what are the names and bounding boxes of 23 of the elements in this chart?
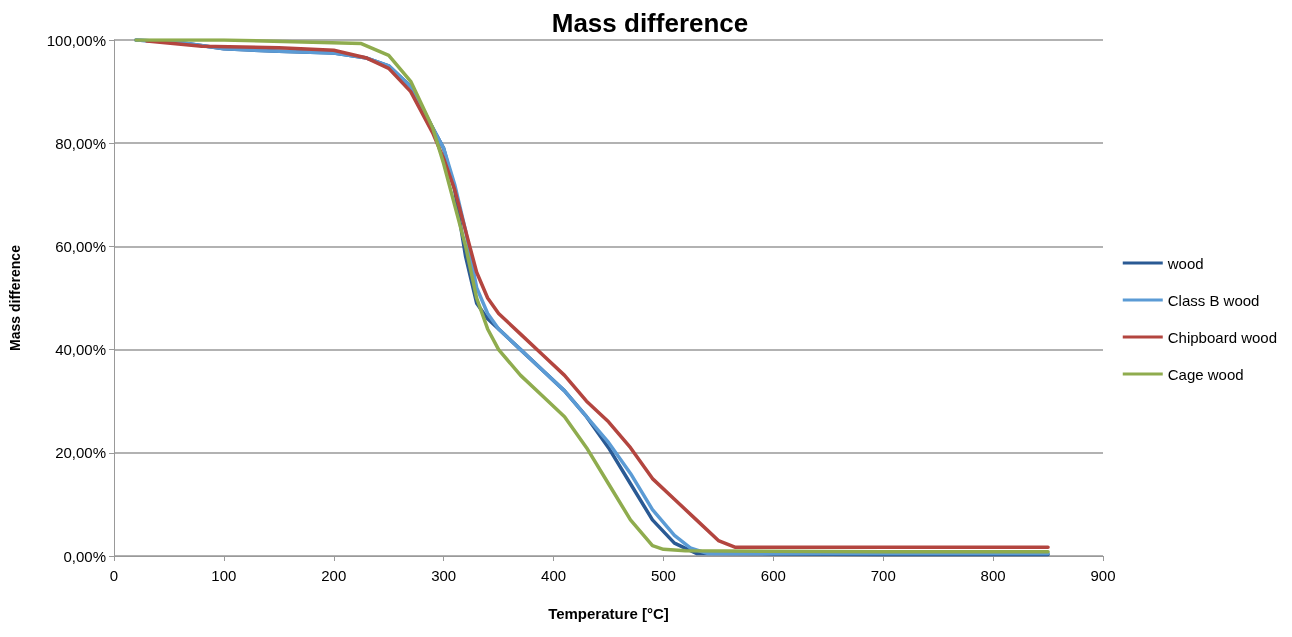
y-axis-title: Mass difference [7, 244, 23, 351]
legend-label: wood [1166, 254, 1204, 272]
legend-label: Cage wood [1167, 365, 1244, 383]
x-tick-label: 600 [760, 567, 786, 584]
y-tick-label: 0,00% [63, 547, 106, 565]
legend-label: Class B wood [1167, 291, 1260, 309]
legend-label: Chipboard wood [1167, 328, 1278, 346]
x-tick-label: 700 [870, 567, 896, 584]
x-tick-label: 200 [321, 567, 347, 584]
x-tick-label: 500 [650, 567, 676, 584]
y-tick-label: 20,00% [55, 444, 106, 462]
x-tick-label: 100 [211, 567, 237, 584]
x-tick-label: 300 [431, 567, 457, 584]
x-tick-label: 900 [1090, 567, 1116, 584]
y-tick-label: 60,00% [55, 237, 106, 255]
x-tick-label: 0 [109, 567, 119, 584]
y-tick-label: 80,00% [55, 134, 106, 152]
y-tick-label: 100,00% [46, 31, 106, 49]
x-tick-label: 400 [541, 567, 567, 584]
y-tick-label: 40,00% [55, 341, 106, 359]
chart-title: Mass difference [551, 8, 749, 38]
x-axis-title: Temperature [°C] [548, 605, 669, 622]
x-tick-label: 800 [980, 567, 1006, 584]
